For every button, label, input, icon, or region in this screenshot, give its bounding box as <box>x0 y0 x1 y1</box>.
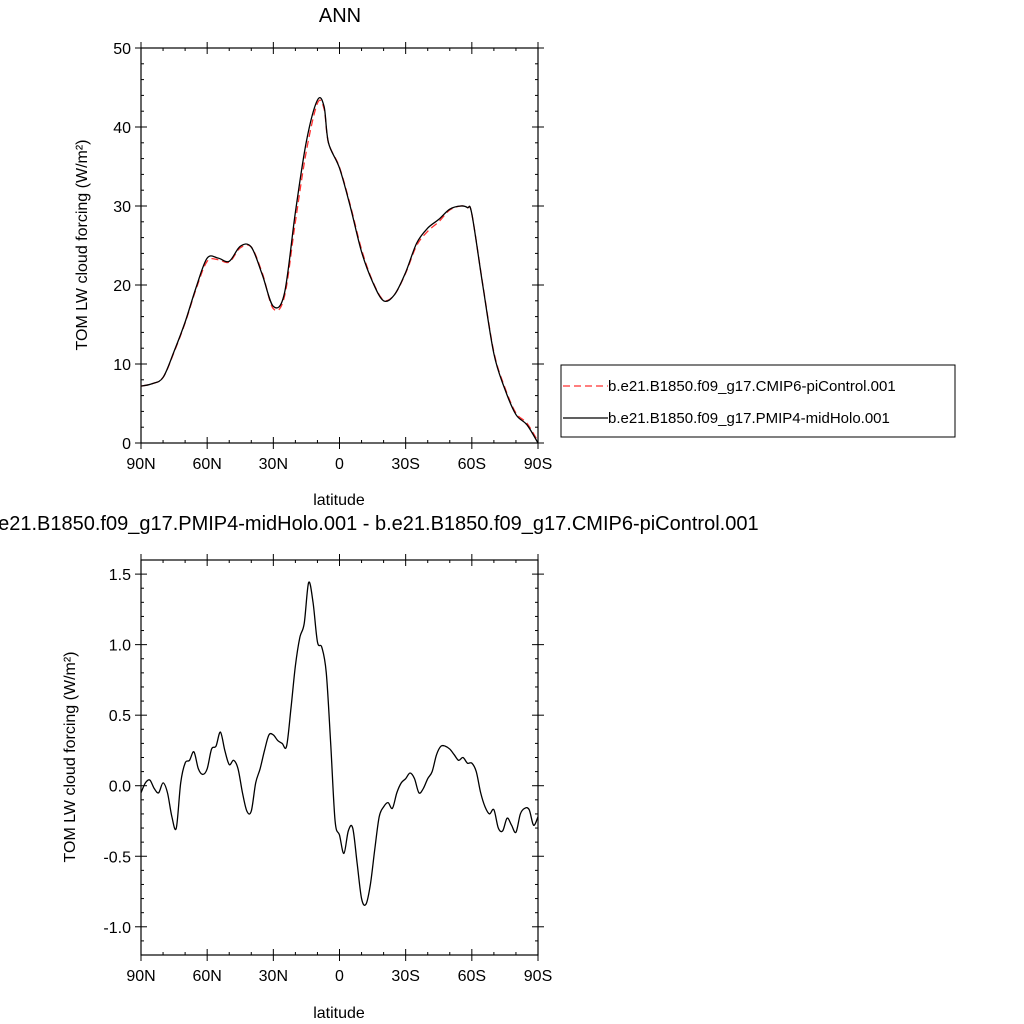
x-tick-label: 30S <box>391 456 419 473</box>
bottom-axis-ticks: 90N 60N 30N 0 30S 60S 90S -1.0 -0.5 0.0 0.5 1.0 1.5 <box>103 554 552 985</box>
x-tick-label: 0 <box>335 968 344 985</box>
x-tick-label: 90N <box>126 456 155 473</box>
legend-label-picontrol: b.e21.B1850.f09_g17.CMIP6-piControl.001 <box>608 378 896 395</box>
y-tick-label: 20 <box>113 278 131 295</box>
series-line-picontrol <box>140 99 539 442</box>
y-tick-label: 0.5 <box>109 708 131 725</box>
x-tick-label: 90S <box>524 968 552 985</box>
y-tick-label: 1.5 <box>109 567 131 584</box>
x-tick-label: 0 <box>335 456 344 473</box>
y-tick-label: 50 <box>113 41 131 58</box>
x-tick-label: 60S <box>458 968 486 985</box>
y-tick-label: 1.0 <box>109 638 131 655</box>
x-tick-label: 60N <box>192 456 221 473</box>
x-tick-label: 90S <box>524 456 552 473</box>
y-tick-label: -1.0 <box>103 920 131 937</box>
y-tick-label: -0.5 <box>103 849 131 866</box>
top-plot-frame <box>140 47 539 444</box>
y-tick-label: 10 <box>113 357 131 374</box>
panel-annual: ANN 90N 60N 30N 0 30S 60S 90S 0 10 20 30 40 50 latit… <box>74 5 552 509</box>
panel-difference: b.e21.B1850.f09_g17.PMIP4-midHolo.001 - … <box>0 513 759 1022</box>
bottom-y-axis-label: TOM LW cloud forcing (W/m²) <box>62 652 79 863</box>
legend-box <box>560 364 956 438</box>
x-tick-label: 60N <box>192 968 221 985</box>
bottom-x-axis-label: latitude <box>313 1005 365 1022</box>
series-line-midholo <box>140 97 539 444</box>
y-tick-label: 0.0 <box>109 779 131 796</box>
top-series-group <box>140 97 539 444</box>
top-chart-title: ANN <box>319 5 361 27</box>
x-tick-label: 30N <box>259 456 288 473</box>
top-x-axis-label: latitude <box>313 492 365 509</box>
bottom-chart-title: b.e21.B1850.f09_g17.PMIP4-midHolo.001 - … <box>0 513 759 535</box>
x-tick-label: 30S <box>391 968 419 985</box>
y-tick-label: 0 <box>122 436 131 453</box>
bottom-series-group <box>140 581 539 906</box>
legend-label-midholo: b.e21.B1850.f09_g17.PMIP4-midHolo.001 <box>608 410 890 427</box>
x-tick-label: 60S <box>458 456 486 473</box>
top-axis-ticks: 90N 60N 30N 0 30S 60S 90S 0 10 20 30 40 50 <box>113 41 552 473</box>
x-tick-label: 30N <box>259 968 288 985</box>
bottom-plot-frame <box>140 559 539 956</box>
y-tick-label: 40 <box>113 120 131 137</box>
x-tick-label: 90N <box>126 968 155 985</box>
top-y-axis-label: TOM LW cloud forcing (W/m²) <box>74 140 91 351</box>
y-tick-label: 30 <box>113 199 131 216</box>
legend: b.e21.B1850.f09_g17.CMIP6-piControl.001 … <box>560 364 956 438</box>
series-line-difference <box>140 581 539 906</box>
